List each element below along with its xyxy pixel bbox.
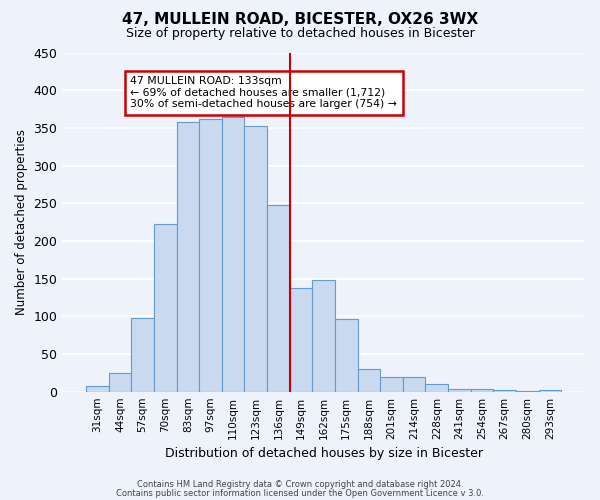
Text: Size of property relative to detached houses in Bicester: Size of property relative to detached ho… [125, 28, 475, 40]
Bar [109, 373, 131, 392]
Bar [267, 205, 290, 392]
Bar [358, 369, 380, 392]
Bar [425, 384, 448, 392]
Text: 47 MULLEIN ROAD: 133sqm
← 69% of detached houses are smaller (1,712)
30% of semi: 47 MULLEIN ROAD: 133sqm ← 69% of detache… [130, 76, 397, 110]
Bar [403, 376, 425, 392]
Bar [290, 288, 313, 392]
Y-axis label: Number of detached properties: Number of detached properties [15, 129, 28, 315]
Bar [244, 126, 267, 392]
Bar [448, 388, 471, 392]
Text: Contains public sector information licensed under the Open Government Licence v : Contains public sector information licen… [116, 488, 484, 498]
Bar [199, 119, 222, 392]
Bar [86, 386, 109, 392]
Bar [154, 224, 176, 392]
Bar [539, 390, 561, 392]
Bar [380, 376, 403, 392]
Bar [313, 280, 335, 392]
Bar [176, 122, 199, 392]
Bar [222, 116, 244, 392]
X-axis label: Distribution of detached houses by size in Bicester: Distribution of detached houses by size … [164, 447, 482, 460]
Bar [335, 320, 358, 392]
Text: 47, MULLEIN ROAD, BICESTER, OX26 3WX: 47, MULLEIN ROAD, BICESTER, OX26 3WX [122, 12, 478, 28]
Bar [493, 390, 516, 392]
Bar [516, 391, 539, 392]
Bar [471, 390, 493, 392]
Text: Contains HM Land Registry data © Crown copyright and database right 2024.: Contains HM Land Registry data © Crown c… [137, 480, 463, 489]
Bar [131, 318, 154, 392]
